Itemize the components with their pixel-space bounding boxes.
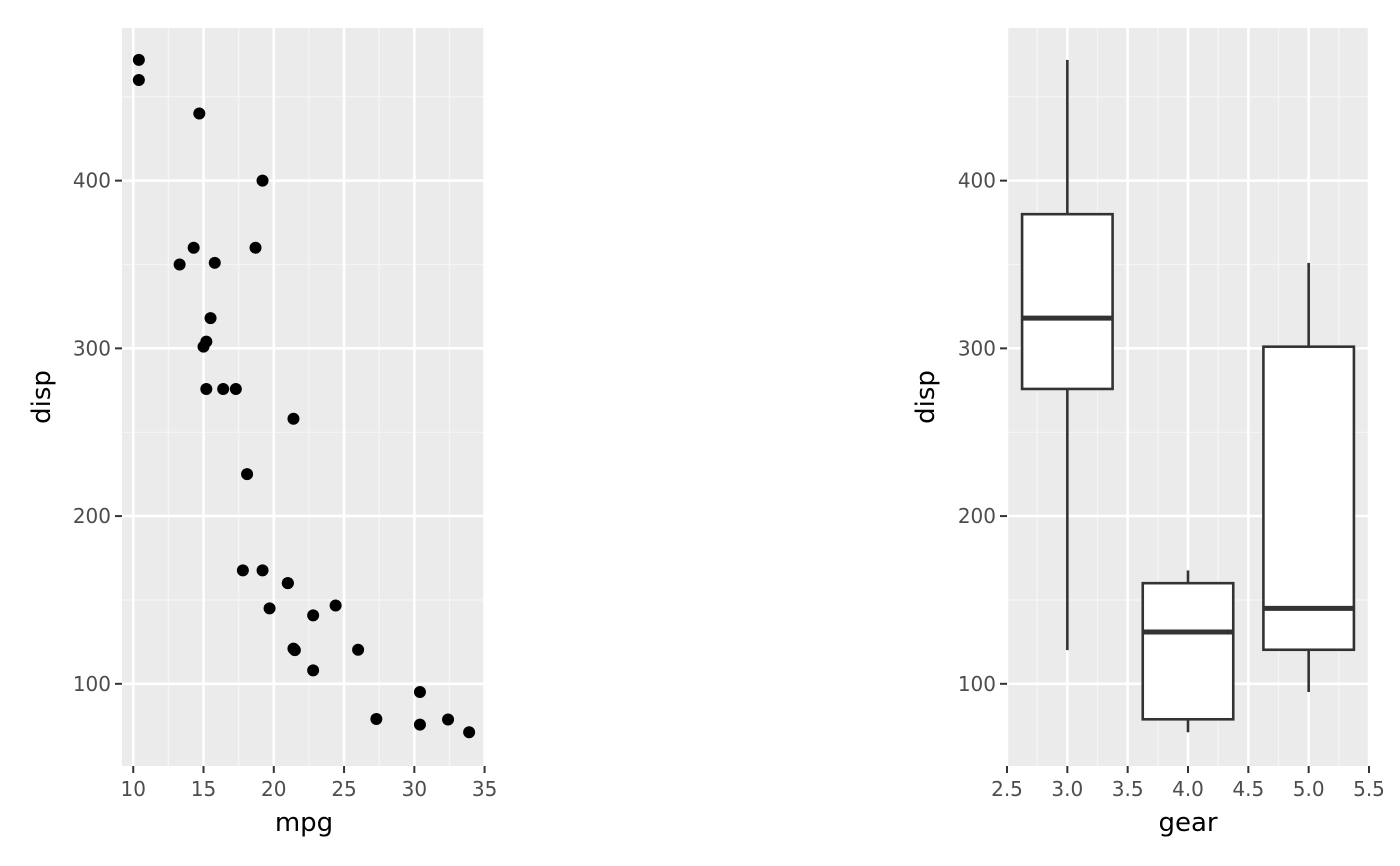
x-axis-title: mpg	[275, 808, 333, 838]
data-point	[463, 726, 476, 739]
x-tick-label: 20	[261, 777, 286, 801]
y-tick-label: 100	[73, 672, 111, 696]
y-tick-label: 400	[958, 169, 996, 193]
data-point	[173, 258, 186, 271]
x-tick-label: 3.5	[1112, 777, 1144, 801]
x-tick-label: 25	[331, 777, 356, 801]
x-tick-label: 2.5	[991, 777, 1023, 801]
y-tick-label: 200	[958, 504, 996, 528]
x-tick-label: 15	[191, 777, 216, 801]
x-tick-label: 10	[121, 777, 146, 801]
box-gear-4	[1141, 570, 1235, 733]
data-point	[413, 718, 426, 731]
box-gear-3	[1020, 59, 1114, 651]
y-tick-label: 300	[73, 336, 111, 360]
y-axis-title: disp	[911, 370, 941, 424]
data-point	[217, 382, 230, 395]
data-point	[236, 564, 249, 577]
data-point	[200, 382, 213, 395]
x-tick-label: 3.0	[1051, 777, 1083, 801]
box-iqr	[1262, 345, 1356, 652]
y-tick-label: 200	[73, 504, 111, 528]
data-point	[370, 713, 383, 726]
data-point	[256, 174, 269, 187]
data-point	[352, 643, 365, 656]
data-point	[287, 412, 300, 425]
data-point	[442, 713, 455, 726]
data-point	[256, 564, 269, 577]
x-tick-label: 35	[472, 777, 497, 801]
x-tick-label: 5.0	[1293, 777, 1325, 801]
x-axis-title: gear	[1158, 808, 1217, 838]
y-tick-label: 100	[958, 672, 996, 696]
data-point	[307, 664, 320, 677]
data-point	[229, 382, 242, 395]
data-point	[187, 241, 200, 254]
y-tick-label: 300	[958, 336, 996, 360]
x-tick-label: 30	[402, 777, 427, 801]
data-point	[263, 602, 276, 615]
data-point	[307, 609, 320, 622]
data-point	[132, 73, 145, 86]
data-point	[197, 340, 210, 353]
scatter-panel: 10 15 20 25 30 35 100 200 300 400 mpg disp	[27, 28, 497, 838]
y-axis-title: disp	[27, 370, 57, 424]
box-iqr	[1141, 581, 1235, 721]
x-tick-label: 4.5	[1232, 777, 1264, 801]
data-point	[193, 107, 206, 120]
panel-background	[122, 28, 486, 766]
data-point	[132, 53, 145, 66]
data-point	[413, 686, 426, 699]
data-point	[329, 599, 342, 612]
box-iqr	[1020, 212, 1114, 391]
data-point	[208, 256, 221, 269]
data-point	[204, 312, 217, 325]
data-point	[241, 468, 254, 481]
box-gear-5	[1262, 262, 1356, 693]
y-tick-label: 400	[73, 169, 111, 193]
boxplot-panel: 2.5 3.0 3.5 4.0 4.5 5.0 5.5 100 200 300 400 gear dis…	[911, 28, 1385, 838]
x-tick-label: 5.5	[1353, 777, 1385, 801]
x-tick-label: 4.0	[1172, 777, 1204, 801]
data-point	[249, 241, 262, 254]
data-point	[281, 577, 294, 590]
data-point	[287, 642, 300, 655]
